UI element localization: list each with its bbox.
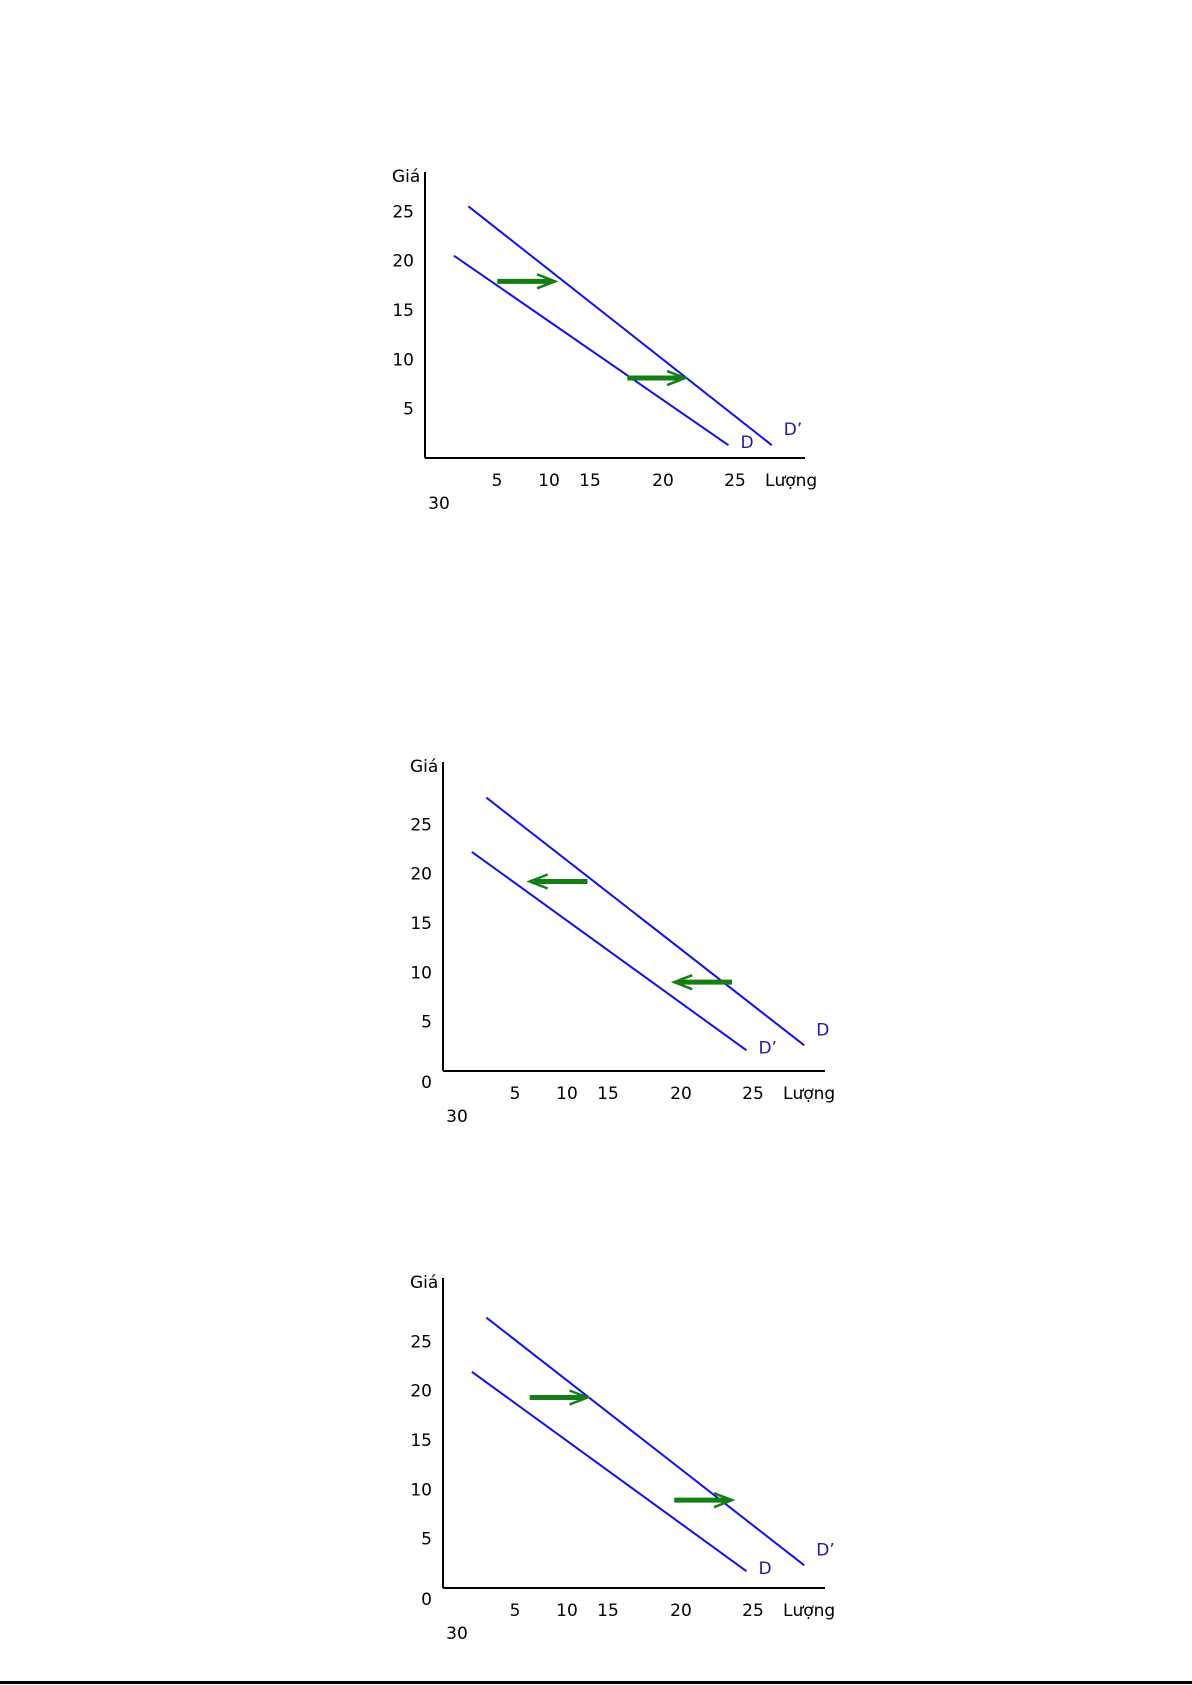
y-tick-label: 15 bbox=[410, 914, 432, 934]
y-tick-label: 5 bbox=[421, 1013, 432, 1033]
x-tick-label: 25 bbox=[742, 1601, 764, 1621]
x-tick-label: 20 bbox=[670, 1601, 692, 1621]
demand-curve-1 bbox=[471, 1371, 748, 1573]
x-tick-label: 15 bbox=[597, 1084, 619, 1104]
y-tick-label: 20 bbox=[392, 252, 414, 272]
x-tick-label: 25 bbox=[742, 1084, 764, 1104]
y-axis-label: Giá bbox=[392, 167, 420, 187]
x-tick-label: 5 bbox=[492, 471, 503, 491]
chart-1: Giá 25 20 15 10 5 5 10 15 20 25 30 Lượng D D’ bbox=[392, 167, 817, 514]
y-axis-label: Giá bbox=[410, 1273, 438, 1293]
x-tick-label: 20 bbox=[652, 471, 674, 491]
y-tick-label: 25 bbox=[410, 1332, 432, 1352]
x-tick-label: 30 bbox=[446, 1107, 468, 1127]
shift-arrow-right-icon bbox=[627, 369, 689, 387]
curve-label: D bbox=[740, 433, 753, 453]
y-tick-label: 20 bbox=[410, 865, 432, 885]
x-tick-label: 30 bbox=[446, 1624, 468, 1644]
curve-label: D’ bbox=[816, 1540, 835, 1560]
x-tick-label: 15 bbox=[579, 471, 601, 491]
origin-label: 0 bbox=[421, 1590, 432, 1610]
shift-arrow-right-icon bbox=[529, 1389, 591, 1406]
x-axis-label: Lượng bbox=[765, 471, 817, 491]
demand-curve-2 bbox=[485, 1316, 805, 1567]
y-tick-label: 15 bbox=[392, 301, 414, 321]
demand-curve-2 bbox=[485, 796, 805, 1047]
shift-arrow-right-icon bbox=[497, 273, 559, 290]
y-tick-label: 10 bbox=[392, 350, 414, 370]
x-axis-label: Lượng bbox=[783, 1084, 835, 1104]
x-tick-label: 10 bbox=[556, 1601, 578, 1621]
demand-curve-1 bbox=[471, 851, 748, 1052]
x-tick-label: 10 bbox=[538, 471, 560, 491]
x-tick-label: 5 bbox=[510, 1601, 521, 1621]
demand-curve-2 bbox=[467, 205, 773, 446]
y-tick-label: 15 bbox=[410, 1431, 432, 1451]
shift-arrow-right-icon bbox=[674, 1491, 736, 1509]
y-tick-label: 10 bbox=[410, 1480, 432, 1500]
curve-label: D’ bbox=[758, 1038, 777, 1058]
x-axis-label: Lượng bbox=[783, 1601, 835, 1621]
curve-label: D bbox=[816, 1020, 829, 1040]
y-tick-label: 25 bbox=[392, 202, 414, 222]
curve-label: D’ bbox=[784, 420, 803, 440]
x-tick-label: 10 bbox=[556, 1084, 578, 1104]
x-tick-label: 5 bbox=[510, 1084, 521, 1104]
shift-arrow-left-icon bbox=[526, 873, 588, 890]
y-tick-label: 20 bbox=[410, 1382, 432, 1402]
y-tick-label: 5 bbox=[403, 400, 414, 420]
origin-label: 0 bbox=[421, 1073, 432, 1093]
chart-2: Giá 25 20 15 10 5 0 5 10 15 20 25 30 Lượng D’ D bbox=[410, 757, 835, 1127]
x-tick-label: 20 bbox=[670, 1084, 692, 1104]
demand-curve-1 bbox=[453, 254, 730, 446]
y-tick-label: 5 bbox=[421, 1530, 432, 1550]
x-tick-label: 30 bbox=[428, 494, 450, 514]
shift-arrow-left-icon bbox=[670, 974, 732, 991]
y-tick-label: 10 bbox=[410, 963, 432, 983]
y-axis-label: Giá bbox=[410, 757, 438, 777]
x-tick-label: 25 bbox=[724, 471, 746, 491]
y-tick-label: 25 bbox=[410, 815, 432, 835]
x-tick-label: 15 bbox=[597, 1601, 619, 1621]
page-bottom-rule bbox=[0, 1681, 1192, 1684]
curve-label: D bbox=[758, 1559, 771, 1579]
